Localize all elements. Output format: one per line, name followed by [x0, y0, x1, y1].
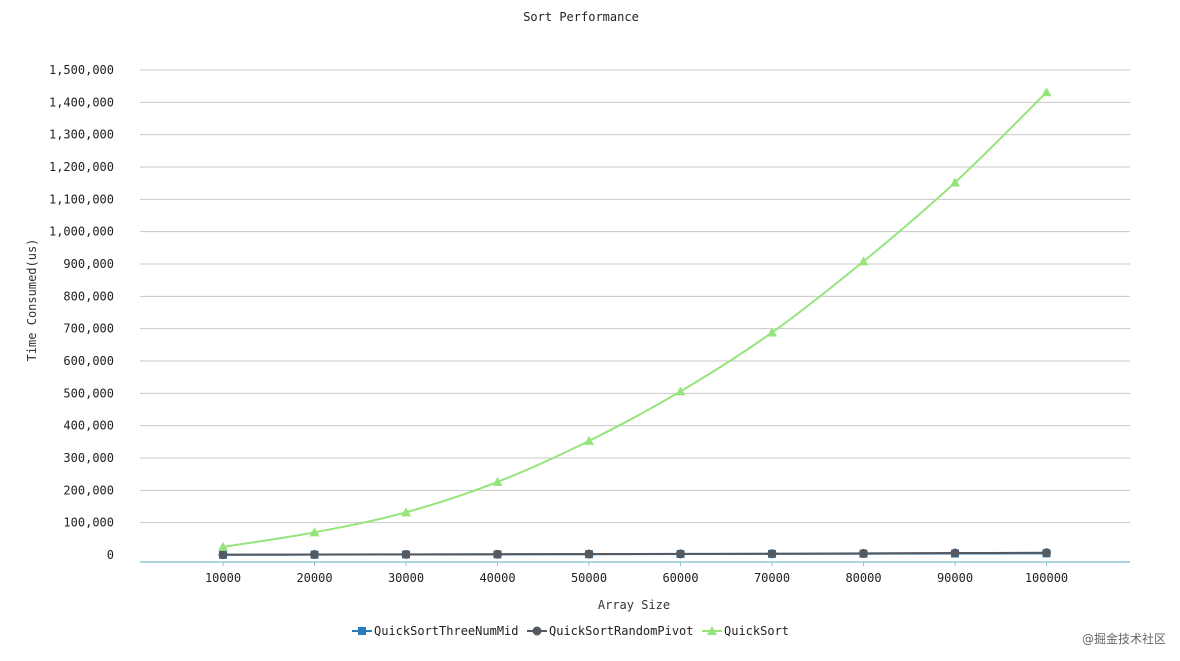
data-point	[493, 549, 502, 559]
legend-marker	[532, 626, 542, 636]
y-tick-label: 700,000	[63, 322, 114, 336]
legend-label: QuickSortRandomPivot	[549, 624, 694, 638]
y-tick-label: 600,000	[63, 354, 114, 368]
data-point	[767, 327, 777, 337]
x-axis: 10000 20000 30000 40000 50000 60000 70000 80000…	[140, 561, 1130, 585]
series-layer	[218, 87, 1052, 560]
data-point	[584, 435, 594, 445]
x-tick-label: 10000	[205, 571, 241, 585]
data-point	[218, 541, 228, 551]
legend-item: QuickSort	[702, 624, 789, 638]
y-tick-label: 400,000	[63, 419, 114, 433]
y-tick-label: 500,000	[63, 386, 114, 400]
legend-marker	[358, 627, 366, 635]
legend-label: QuickSortThreeNumMid	[374, 624, 519, 638]
y-tick-label: 1,200,000	[49, 160, 114, 174]
data-point	[676, 549, 685, 559]
watermark: @掘金技术社区	[1081, 632, 1166, 646]
y-tick-label: 800,000	[63, 289, 114, 303]
y-tick-label: 1,500,000	[49, 63, 114, 77]
data-point	[859, 548, 868, 558]
data-point	[401, 507, 411, 517]
data-point	[1041, 87, 1052, 97]
grid-lines	[140, 69, 1130, 524]
data-point	[950, 177, 960, 187]
data-point	[858, 256, 869, 266]
y-tick-label: 1,000,000	[49, 225, 114, 239]
x-tick-label: 50000	[571, 571, 607, 585]
x-tick-label: 100000	[1025, 571, 1068, 585]
y-tick-label: 200,000	[63, 483, 114, 497]
data-point	[401, 549, 411, 559]
data-point	[675, 386, 686, 396]
series-line	[222, 551, 1047, 556]
y-tick-label: 1,300,000	[49, 128, 114, 142]
x-tick-label: 70000	[754, 571, 790, 585]
data-point	[492, 476, 503, 486]
legend-marker	[707, 626, 717, 635]
data-point	[310, 550, 319, 560]
legend-label: QuickSort	[724, 624, 789, 638]
data-point	[218, 550, 228, 560]
data-point	[767, 549, 777, 559]
data-point	[950, 548, 960, 558]
y-tick-label: 1,100,000	[49, 192, 114, 206]
x-tick-label: 20000	[296, 571, 332, 585]
x-tick-label: 60000	[662, 571, 698, 585]
data-point	[584, 549, 594, 559]
y-tick-label: 100,000	[63, 516, 114, 530]
x-tick-label: 90000	[937, 571, 973, 585]
x-axis-label: Array Size	[598, 598, 670, 612]
legend-item: QuickSortThreeNumMid	[352, 624, 519, 638]
x-tick-label: 40000	[479, 571, 515, 585]
x-tick-label: 80000	[845, 571, 881, 585]
legend: QuickSortThreeNumMid QuickSortRandomPivot…	[352, 624, 789, 638]
series-QuickSortRandomPivot	[218, 548, 1051, 560]
y-tick-label: 0	[107, 548, 114, 562]
data-point	[1042, 548, 1051, 558]
series-QuickSort	[218, 87, 1052, 551]
y-tick-label: 300,000	[63, 451, 114, 465]
y-tick-label: 1,400,000	[49, 95, 114, 109]
chart-title: Sort Performance	[523, 10, 639, 24]
legend-item: QuickSortRandomPivot	[527, 624, 694, 638]
series-line	[222, 91, 1048, 548]
y-axis-label: Time Consumed(us)	[25, 239, 39, 362]
data-point	[309, 527, 320, 537]
y-axis: 0 100,000 200,000 300,000 400,000 500,000 600,…	[49, 63, 114, 562]
x-tick-label: 30000	[388, 571, 424, 585]
y-tick-label: 900,000	[63, 257, 114, 271]
